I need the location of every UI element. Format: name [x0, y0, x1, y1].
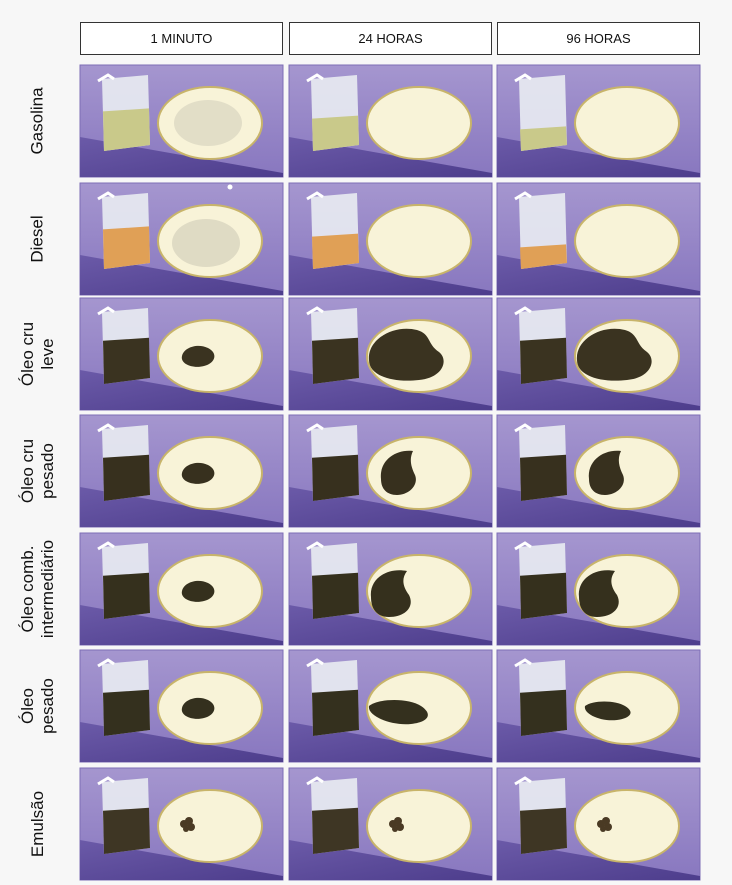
column-header-1-minuto: 1 MINUTO	[80, 22, 283, 55]
experiment-photo-panel	[79, 532, 284, 646]
beaker	[514, 541, 567, 619]
row-label-text: Óleo cru pesado	[18, 439, 58, 503]
row-label: Óleo cru leve	[0, 298, 76, 410]
column-header-96-horas: 96 HORAS	[497, 22, 700, 55]
row-label: Óleo cru pesado	[0, 415, 76, 527]
oil-spill	[181, 580, 215, 602]
column-header-24-horas: 24 HORAS	[289, 22, 492, 55]
row-label-line: Óleo cru	[18, 321, 37, 387]
row-label-line: Gasolina	[27, 87, 47, 155]
experiment-photo-panel	[496, 532, 701, 646]
oil-spill	[578, 570, 619, 617]
row-label: Óleo comb. intermediário	[0, 533, 76, 645]
beaker	[514, 776, 567, 854]
beaker	[97, 73, 150, 151]
beaker	[306, 541, 359, 619]
row-label-line: pesado	[38, 678, 57, 734]
experiment-photo-panel	[79, 182, 284, 296]
row-label-text: Gasolina	[28, 87, 48, 154]
experiment-photo-panel	[496, 649, 701, 763]
experiment-photo-panel	[79, 64, 284, 178]
row-label-text: Óleo comb. intermediário	[18, 540, 58, 638]
row-label-line: Diesel	[28, 215, 47, 263]
oil-spill	[181, 697, 215, 719]
beaker	[514, 191, 567, 269]
beaker	[514, 73, 567, 151]
petri-dish	[574, 86, 680, 160]
oil-spill	[368, 328, 444, 381]
row-label: Emulsão	[0, 768, 76, 880]
experiment-photo-panel	[288, 182, 493, 296]
experiment-photo-panel	[496, 414, 701, 528]
oil-spill	[584, 701, 631, 721]
beaker	[97, 541, 150, 619]
experiment-photo-panel	[496, 297, 701, 411]
experiment-photo-panel	[288, 414, 493, 528]
row-label-text: Emulsão	[28, 791, 48, 857]
petri-dish	[366, 204, 472, 278]
oil-spill	[389, 817, 404, 832]
row-label-line: intermediário	[38, 539, 58, 639]
row-label-text: Óleo cru leve	[18, 322, 58, 386]
oil-spill	[181, 345, 215, 367]
beaker	[97, 306, 150, 384]
oil-spill	[172, 219, 240, 267]
oil-spill	[597, 817, 612, 832]
experiment-photo-panel	[288, 64, 493, 178]
beaker	[306, 423, 359, 501]
experiment-photo-panel	[496, 182, 701, 296]
beaker	[306, 658, 359, 736]
petri-dish	[157, 789, 263, 863]
oil-spill	[370, 570, 411, 617]
row-label-line: Óleo comb.	[18, 545, 38, 633]
row-label-text: Óleo pesado	[18, 678, 58, 734]
row-label-line: leve	[38, 338, 57, 370]
experiment-photo-panel	[288, 767, 493, 881]
experiment-photo-panel	[496, 64, 701, 178]
experiment-photo-panel	[288, 649, 493, 763]
experiment-photo-panel	[79, 767, 284, 881]
oil-spill	[180, 817, 195, 832]
beaker	[514, 306, 567, 384]
oil-spill	[380, 450, 416, 495]
experiment-photo-panel	[496, 767, 701, 881]
beaker	[97, 191, 150, 269]
oil-spill	[181, 462, 215, 484]
row-label-line: Óleo cru	[18, 438, 37, 504]
beaker	[306, 191, 359, 269]
row-label-line: pesado	[38, 443, 57, 499]
beaker	[97, 423, 150, 501]
row-label-line: Emulsão	[27, 790, 47, 858]
experiment-photo-panel	[288, 532, 493, 646]
beaker	[514, 423, 567, 501]
petri-dish	[366, 86, 472, 160]
petri-dish	[366, 789, 472, 863]
oil-spill	[368, 700, 428, 725]
experiment-photo-panel	[79, 297, 284, 411]
experiment-photo-panel	[79, 414, 284, 528]
beaker	[306, 776, 359, 854]
beaker	[97, 776, 150, 854]
beaker	[514, 658, 567, 736]
petri-dish	[574, 789, 680, 863]
row-label-line: Óleo	[18, 688, 37, 724]
row-label: Gasolina	[0, 65, 76, 177]
oil-spill	[576, 328, 652, 381]
row-label: Diesel	[0, 183, 76, 295]
oil-spill	[588, 450, 624, 495]
oil-spill	[174, 100, 242, 146]
row-label-text: Diesel	[28, 215, 48, 262]
beaker	[97, 658, 150, 736]
beaker	[306, 73, 359, 151]
petri-dish	[574, 204, 680, 278]
beaker	[306, 306, 359, 384]
experiment-photo-panel	[79, 649, 284, 763]
experiment-photo-panel	[288, 297, 493, 411]
row-label: Óleo pesado	[0, 650, 76, 762]
